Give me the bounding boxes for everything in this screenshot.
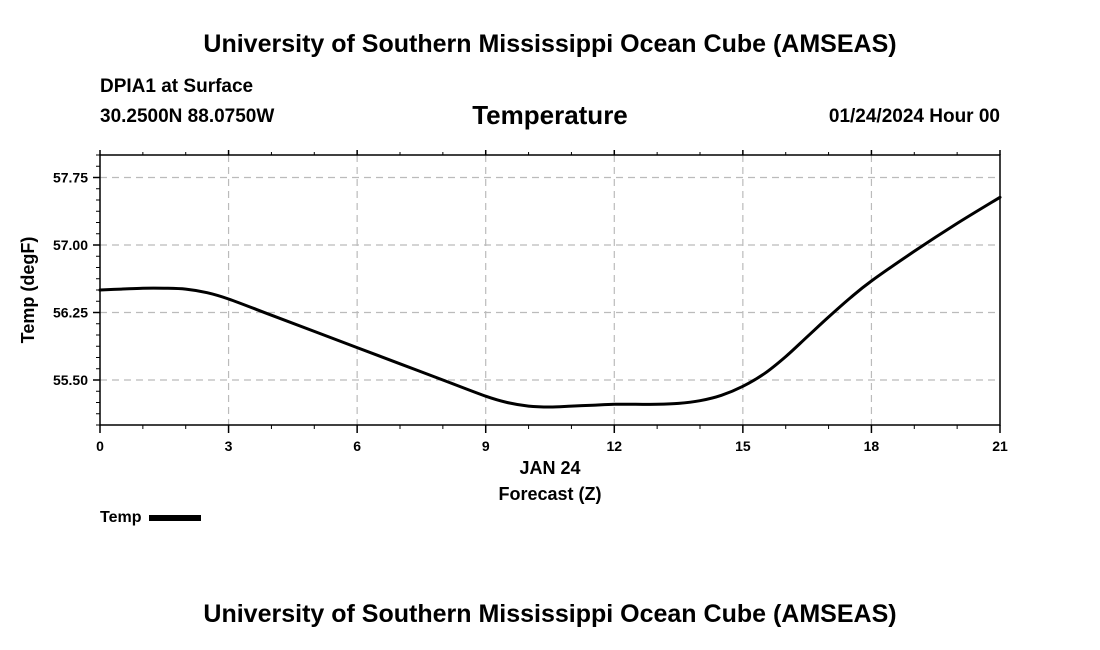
legend: Temp	[100, 509, 202, 527]
plot-frame	[99, 154, 1001, 426]
x-tick-label: 15	[735, 438, 751, 454]
x-tick-label: 12	[606, 438, 622, 454]
chart-title: Temperature	[472, 100, 628, 130]
x-tick-label: 9	[482, 438, 490, 454]
valid-time-label: 01/24/2024 Hour 00	[828, 106, 1000, 127]
y-tick-label: 57.00	[53, 237, 88, 253]
x-tick-label: 21	[992, 438, 1008, 454]
y-tick-label: 57.75	[53, 170, 88, 186]
x-tick-label: 18	[864, 438, 880, 454]
x-axis-date-label: JAN 24	[519, 458, 580, 478]
footer-title: University of Southern Mississippi Ocean…	[203, 600, 897, 628]
grid	[100, 155, 1000, 425]
y-axis-ticks: 55.50 56.25 57.00 57.75	[53, 170, 100, 388]
x-tick-label: 6	[353, 438, 361, 454]
series-line-temp	[98, 195, 1002, 409]
x-axis-label: Forecast (Z)	[498, 484, 601, 504]
page-title: University of Southern Mississippi Ocean…	[203, 30, 897, 58]
y-tick-label: 56.25	[53, 305, 88, 321]
station-label: DPIA1 at Surface	[100, 76, 254, 97]
x-axis-ticks: 0 3 6 9 12 15 18 21	[96, 150, 1008, 454]
x-tick-label: 0	[96, 438, 104, 454]
minor-ticks	[96, 152, 958, 429]
legend-label: Temp	[100, 509, 142, 526]
coordinates-label: 30.2500N 88.0750W	[100, 106, 275, 127]
legend-line-swatch	[149, 515, 202, 521]
y-tick-label: 55.50	[53, 372, 88, 388]
x-tick-label: 3	[225, 438, 233, 454]
y-axis-label: Temp (degF)	[18, 237, 38, 344]
